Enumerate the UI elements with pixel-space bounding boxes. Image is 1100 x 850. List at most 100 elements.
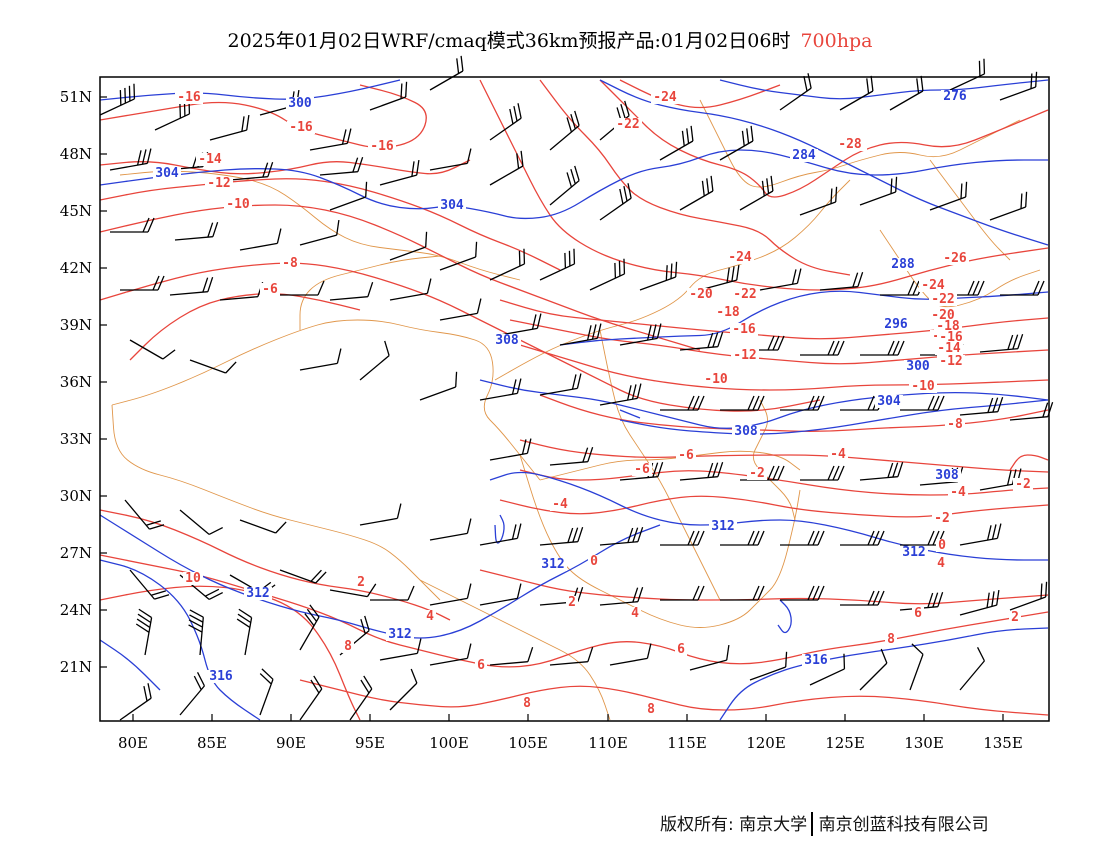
boundary-line <box>119 170 521 281</box>
temperature-label: -20 <box>687 287 715 302</box>
temperature-label: -2 <box>932 511 952 526</box>
temperature-label: -22 <box>731 287 759 302</box>
temperature-label: -6 <box>260 282 280 297</box>
temperature-label: -12 <box>205 176 233 191</box>
height-contour <box>599 79 1049 246</box>
svg-text:6: 6 <box>914 606 922 621</box>
height-contour <box>559 290 1049 346</box>
svg-text:-16: -16 <box>732 322 756 337</box>
svg-text:312: 312 <box>711 519 734 534</box>
temperature-label: -4 <box>828 447 848 462</box>
lat-label: 51N <box>60 88 92 106</box>
isotherm-line <box>539 394 1049 432</box>
temperature-label: -10 <box>702 372 730 387</box>
lon-label: 85E <box>197 734 227 752</box>
lat-label: 42N <box>60 259 92 277</box>
svg-text:-4: -4 <box>950 485 966 500</box>
temperature-label: -6 <box>632 462 652 477</box>
height-label: 304 <box>875 394 903 409</box>
wind-barb <box>489 248 526 281</box>
height-label: 312 <box>244 586 272 601</box>
temperature-label: -12 <box>731 348 759 363</box>
wind-barb <box>959 589 1000 616</box>
wind-barb <box>299 348 342 371</box>
isotherm-line <box>99 509 451 621</box>
svg-text:4: 4 <box>631 606 639 621</box>
height-contour <box>99 559 261 721</box>
wind-barb <box>929 181 968 211</box>
wind-barb <box>909 643 924 691</box>
wind-barb <box>429 643 472 666</box>
wind-barb <box>999 71 1038 101</box>
wind-barb <box>720 395 765 411</box>
wind-barb <box>859 462 904 481</box>
lon-label: 110E <box>588 734 628 752</box>
wind-barb <box>780 395 825 411</box>
height-label: 316 <box>207 669 235 684</box>
wind-barb <box>800 465 845 481</box>
height-contour <box>619 409 641 419</box>
height-contour <box>99 149 1048 220</box>
temperature-label: -20 <box>929 308 957 323</box>
boundary-line <box>929 159 1011 261</box>
temperature-label: 8 <box>885 632 897 647</box>
temperature-label: 4 <box>629 606 641 621</box>
svg-text:312: 312 <box>246 586 269 601</box>
wind-barb <box>749 651 788 681</box>
isotherm-line <box>539 79 851 276</box>
wind-barb <box>259 668 274 716</box>
height-label: 308 <box>493 333 521 348</box>
temperature-label: 8 <box>645 702 657 717</box>
svg-text:-4: -4 <box>552 497 568 512</box>
svg-text:304: 304 <box>155 166 179 181</box>
svg-text:4: 4 <box>426 609 434 624</box>
wind-barb <box>1000 280 1045 296</box>
wind-barb <box>959 523 1002 546</box>
height-label: 284 <box>790 148 818 163</box>
svg-text:-10: -10 <box>704 372 728 387</box>
temperature-label: 0 <box>936 538 948 553</box>
isotherm-line <box>519 344 1049 391</box>
temperature-label: 0 <box>588 554 600 569</box>
copyright: 版权所有: 南京大学 南京创蓝科技有限公司 <box>660 810 989 836</box>
wind-barb <box>979 334 1024 353</box>
isotherm-line <box>129 293 361 361</box>
svg-text:-22: -22 <box>733 287 756 302</box>
wind-barb <box>229 162 274 181</box>
boundary-line <box>519 454 801 628</box>
temperature-label: -24 <box>726 250 754 265</box>
lat-label: 36N <box>60 373 92 391</box>
wind-barb <box>619 323 662 346</box>
svg-text:-12: -12 <box>939 354 962 369</box>
isotherm-line <box>599 79 1049 198</box>
boundary-line <box>111 319 541 481</box>
height-contour <box>479 379 1049 429</box>
wind-barb <box>239 519 287 534</box>
wind-barb <box>949 58 986 91</box>
height-label: 276 <box>941 89 969 104</box>
lon-label: 135E <box>983 734 1023 752</box>
svg-text:6: 6 <box>677 642 685 657</box>
svg-text:304: 304 <box>440 198 464 213</box>
wind-barb <box>129 339 176 360</box>
boundary-line <box>699 99 1021 188</box>
temperature-label: -18 <box>934 319 962 334</box>
height-contour <box>719 79 1049 100</box>
wind-barb <box>389 278 432 301</box>
wind-barb <box>280 280 325 296</box>
wind-barb <box>319 157 364 176</box>
temperature-label: 2 <box>1009 610 1021 625</box>
svg-text:-10: -10 <box>226 197 250 212</box>
svg-text:-24: -24 <box>728 250 752 265</box>
svg-text:-20: -20 <box>931 308 955 323</box>
temperature-label: -10 <box>224 197 252 212</box>
temperature-label: -16 <box>937 330 965 345</box>
svg-text:-22: -22 <box>931 292 954 307</box>
lat-label: 21N <box>60 658 92 676</box>
wind-barb <box>188 609 204 656</box>
temperature-label: 2 <box>355 575 367 590</box>
temperature-label: -2 <box>747 466 767 481</box>
wind-barb <box>329 181 368 211</box>
wind-barb <box>599 383 642 406</box>
wind-barb <box>169 277 214 296</box>
